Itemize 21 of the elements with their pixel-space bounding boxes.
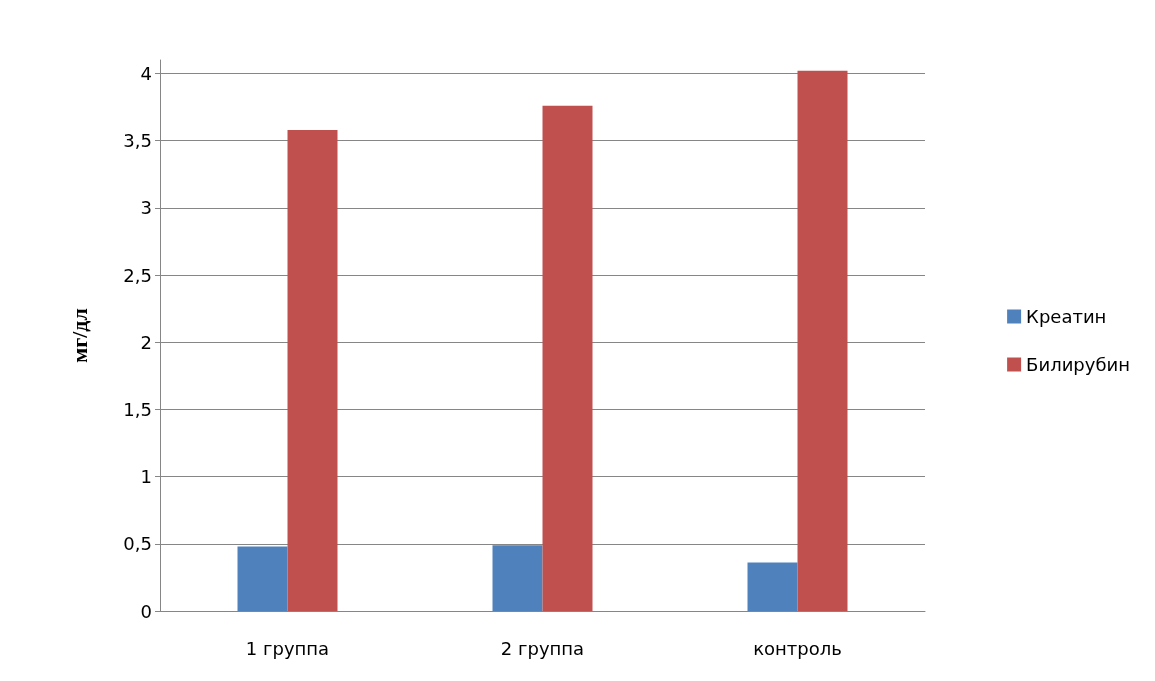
bar [237, 546, 288, 611]
bar [287, 129, 338, 611]
y-tick-label: 2,5 [123, 264, 152, 286]
x-tick-label: 2 группа [500, 637, 585, 659]
y-tick-label: 2 [140, 331, 152, 353]
bar [747, 562, 798, 611]
y-axis-title: мг/дл [66, 308, 92, 363]
legend-label: Билирубин [1026, 354, 1131, 375]
y-tick-label: 3,5 [123, 130, 152, 152]
y-tick-label: 1 [140, 466, 152, 488]
bar [542, 105, 593, 611]
y-tick-label: 4 [140, 62, 152, 84]
legend-label: Креатин [1026, 306, 1107, 327]
bar [492, 545, 543, 611]
y-tick-label: 0 [140, 600, 152, 622]
y-tick-label: 1,5 [123, 398, 152, 420]
y-tick-label: 0,5 [123, 533, 152, 555]
y-tick-label: 3 [140, 197, 152, 219]
x-tick-label: 1 группа [245, 637, 330, 659]
x-tick-label: контроль [753, 637, 842, 659]
bar [797, 70, 848, 611]
